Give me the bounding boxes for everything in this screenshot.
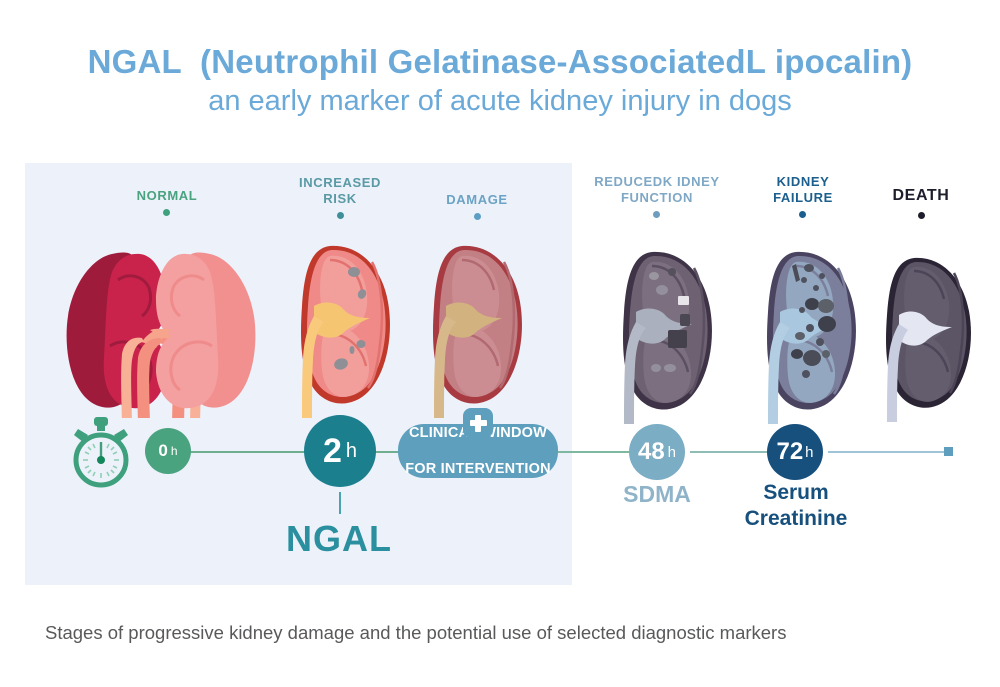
timeline-segment-72-end [828, 451, 944, 453]
kidney-reduced-function [623, 251, 712, 424]
stage-dot-death [918, 212, 925, 219]
timeline-node-0h[interactable]: 0 h [145, 428, 191, 474]
timeline-segment-window-48 [552, 451, 644, 453]
node-48h-value: 48 [637, 438, 665, 465]
stage-dot-kidney-failure [799, 211, 806, 218]
stage-label-reduced-function: REDUCEDK IDNEY FUNCTION [594, 174, 720, 205]
node-2h-value: 2 [322, 431, 342, 470]
clinical-window-line-1: CLINICAL WINDOW [408, 425, 548, 441]
stage-dot-reduced-function [653, 211, 660, 218]
node-72h-unit: h [805, 443, 814, 461]
stage-label-kidney-failure: KIDNEY FAILURE [773, 174, 833, 205]
stopwatch-icon [73, 417, 129, 488]
kidney-death [886, 257, 971, 422]
ngal-connector [339, 492, 341, 514]
stage-label-death: DEATH [892, 187, 950, 204]
kidney-damage [433, 245, 522, 418]
node-48h-unit: h [667, 443, 677, 461]
timeline-node-48h[interactable]: 48 h [629, 424, 685, 480]
clinical-window-pill[interactable]: CLINICAL WINDOW FOR INTERVENTION [398, 424, 558, 478]
stage-label-normal: NORMAL [136, 188, 198, 203]
timeline-segment-2-window [370, 451, 410, 453]
node-0h-value: 0 [158, 441, 168, 460]
kidney-increased-risk [301, 245, 390, 418]
timeline-segment-0-2 [186, 451, 308, 453]
node-72h-value: 72 [776, 438, 804, 465]
timeline-node-2h[interactable]: 2 h [304, 415, 376, 487]
sdma-marker-label: SDMA [623, 481, 691, 507]
ngal-marker-label: NGAL [286, 518, 392, 559]
stage-dot-normal [163, 209, 170, 216]
figure-caption: Stages of progressive kidney damage and … [45, 622, 787, 643]
title-line-2: an early marker of acute kidney injury i… [208, 85, 792, 117]
timeline-endcap [944, 447, 953, 456]
title-line-1: NGAL (Neutrophil Gelatinase-AssociatedL … [87, 43, 913, 80]
kidney-failure [767, 251, 856, 424]
stage-dot-damage [474, 213, 481, 220]
kidney-normal-pair [66, 252, 256, 418]
page-title: NGAL (Neutrophil Gelatinase-AssociatedL … [0, 42, 1000, 120]
serum-creatinine-marker-label: Serum Creatinine [744, 481, 848, 530]
stage-dot-increased-risk [337, 212, 344, 219]
stage-label-increased-risk: INCREASED RISK [299, 175, 381, 206]
timeline-node-72h[interactable]: 72 h [767, 424, 823, 480]
node-2h-unit: h [345, 439, 358, 462]
stage-label-damage: DAMAGE [446, 192, 508, 207]
timeline-segment-48-72 [690, 451, 770, 453]
plus-icon [463, 408, 493, 438]
clinical-window-line-2: FOR INTERVENTION [405, 461, 551, 477]
node-0h-unit: h [170, 444, 178, 458]
